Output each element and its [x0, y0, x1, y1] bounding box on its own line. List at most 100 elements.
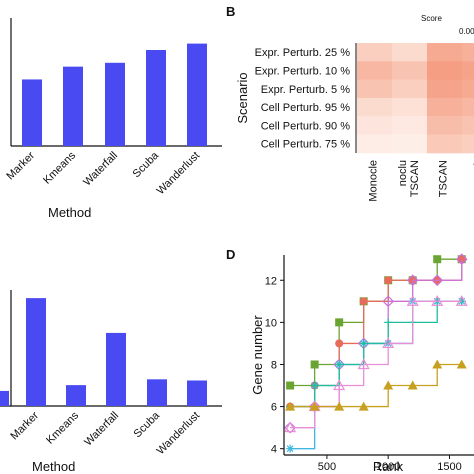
x-tick-label: Marker — [8, 409, 41, 442]
x-tick-label: Marker — [4, 149, 37, 182]
heatmap-y-title: Scenario — [235, 72, 250, 123]
plus-marker — [384, 318, 393, 327]
series-4 — [286, 297, 466, 453]
heatmap-cell — [462, 43, 474, 62]
series-line — [290, 363, 462, 408]
square-marker — [286, 381, 295, 390]
bar-unlabeled — [0, 390, 9, 406]
heatmap-column-label: Monocle — [368, 160, 380, 202]
heatmap-cell — [392, 61, 427, 81]
triangle-marker — [309, 401, 320, 411]
heatmap-row-label: Cell Perturb. 90 % — [261, 120, 350, 132]
y-tick-label: 4 — [271, 444, 277, 456]
heatmap-cell — [427, 61, 462, 81]
heatmap-cell — [427, 116, 462, 135]
series-line — [290, 300, 462, 450]
heatmap-cell — [427, 43, 462, 62]
heatmap-cell — [462, 97, 474, 117]
panel-c-bars — [0, 298, 207, 406]
heatmap-row-label: Expr. Perturb. 10 % — [255, 65, 351, 77]
triangle-open-marker — [284, 421, 297, 433]
x-tick-label: Wanderlust — [155, 410, 203, 458]
x-tick-label: Waterfall — [81, 150, 120, 189]
bar-marker — [22, 79, 42, 146]
bar-scuba — [147, 379, 167, 406]
triangle-marker — [383, 380, 394, 390]
triangle-marker — [358, 401, 369, 411]
x-tick-label: 1000 — [376, 461, 400, 473]
panel-d-letter: D — [226, 247, 235, 262]
bar-wanderlust — [187, 380, 207, 406]
heatmap-cell — [357, 97, 392, 117]
triangle-open-marker — [357, 358, 370, 370]
plus-marker — [359, 339, 368, 348]
bar-kmeans — [66, 385, 86, 406]
triangle-open-marker — [333, 379, 346, 391]
heatmap-cell — [357, 116, 392, 135]
square-marker — [433, 255, 442, 264]
heatmap-legend-title: Score — [421, 14, 442, 23]
series-line — [290, 300, 462, 408]
triangle-marker — [407, 380, 418, 390]
bar-marker — [26, 298, 46, 406]
heatmap-column-labels: Monocle nocluTSCAN TSCAN Mark — [368, 160, 474, 202]
heatmap-cell — [392, 134, 427, 154]
diamond-marker — [455, 253, 468, 266]
bar-waterfall — [105, 62, 125, 146]
heatmap-cell — [392, 97, 427, 117]
heatmap-cell — [427, 134, 462, 154]
heatmap-cell — [427, 79, 462, 99]
heatmap-cell — [462, 116, 474, 135]
square-marker — [335, 318, 344, 327]
panel-d-series — [284, 253, 468, 453]
panel-a-bars — [22, 43, 207, 146]
heatmap-cell — [462, 134, 474, 154]
heatmap-cell — [392, 116, 427, 135]
heatmap-column-label: TSCAN — [438, 160, 450, 197]
triangle-open-marker — [382, 337, 395, 349]
bar-waterfall — [106, 332, 126, 406]
x-tick-label: Wanderlust — [155, 150, 203, 198]
bar-kmeans — [63, 66, 83, 146]
diamond-marker — [382, 295, 395, 308]
star-marker — [286, 444, 295, 453]
square-marker — [310, 360, 319, 369]
heatmap-row-label: Cell Perturb. 95 % — [261, 102, 350, 114]
triangle-marker — [432, 359, 443, 369]
heatmap-cell — [357, 61, 392, 81]
heatmap-cell — [357, 79, 392, 99]
x-tick-label: Scuba — [131, 149, 162, 180]
triangle-open-marker — [455, 295, 468, 306]
heatmap-cell — [357, 43, 392, 62]
y-tick-label: 12 — [265, 275, 277, 287]
panel-a-x-title: Method — [48, 205, 91, 220]
heatmap-cell — [462, 79, 474, 99]
heatmap-cell — [392, 43, 427, 62]
y-tick-label: 10 — [265, 317, 277, 329]
diamond-marker — [431, 274, 444, 287]
x-tick-label: Kmeans — [44, 409, 81, 446]
series-5 — [286, 297, 466, 411]
plus-marker — [310, 381, 319, 390]
triangle-marker — [334, 401, 345, 411]
triangle-marker — [285, 401, 296, 411]
diamond-marker — [284, 421, 296, 434]
circle-marker — [384, 276, 393, 285]
heatmap-cell — [392, 79, 427, 99]
heatmap-column-label: nocluTSCAN — [397, 160, 421, 197]
panel-d-y-title: Gene number — [250, 315, 265, 395]
heatmap-cell — [462, 61, 474, 81]
heatmap-cell — [427, 97, 462, 117]
heatmap-row-label: Cell Perturb. 75 % — [261, 139, 350, 151]
circle-marker — [335, 339, 344, 348]
x-tick-label: Scuba — [132, 409, 163, 440]
panel-c-x-title: Method — [32, 459, 75, 474]
triangle-open-marker — [406, 295, 419, 306]
heatmap-cell — [357, 134, 392, 154]
x-tick-label: Waterfall — [82, 410, 121, 449]
heatmap-row-label: Expr. Perturb. 25 % — [255, 47, 351, 59]
